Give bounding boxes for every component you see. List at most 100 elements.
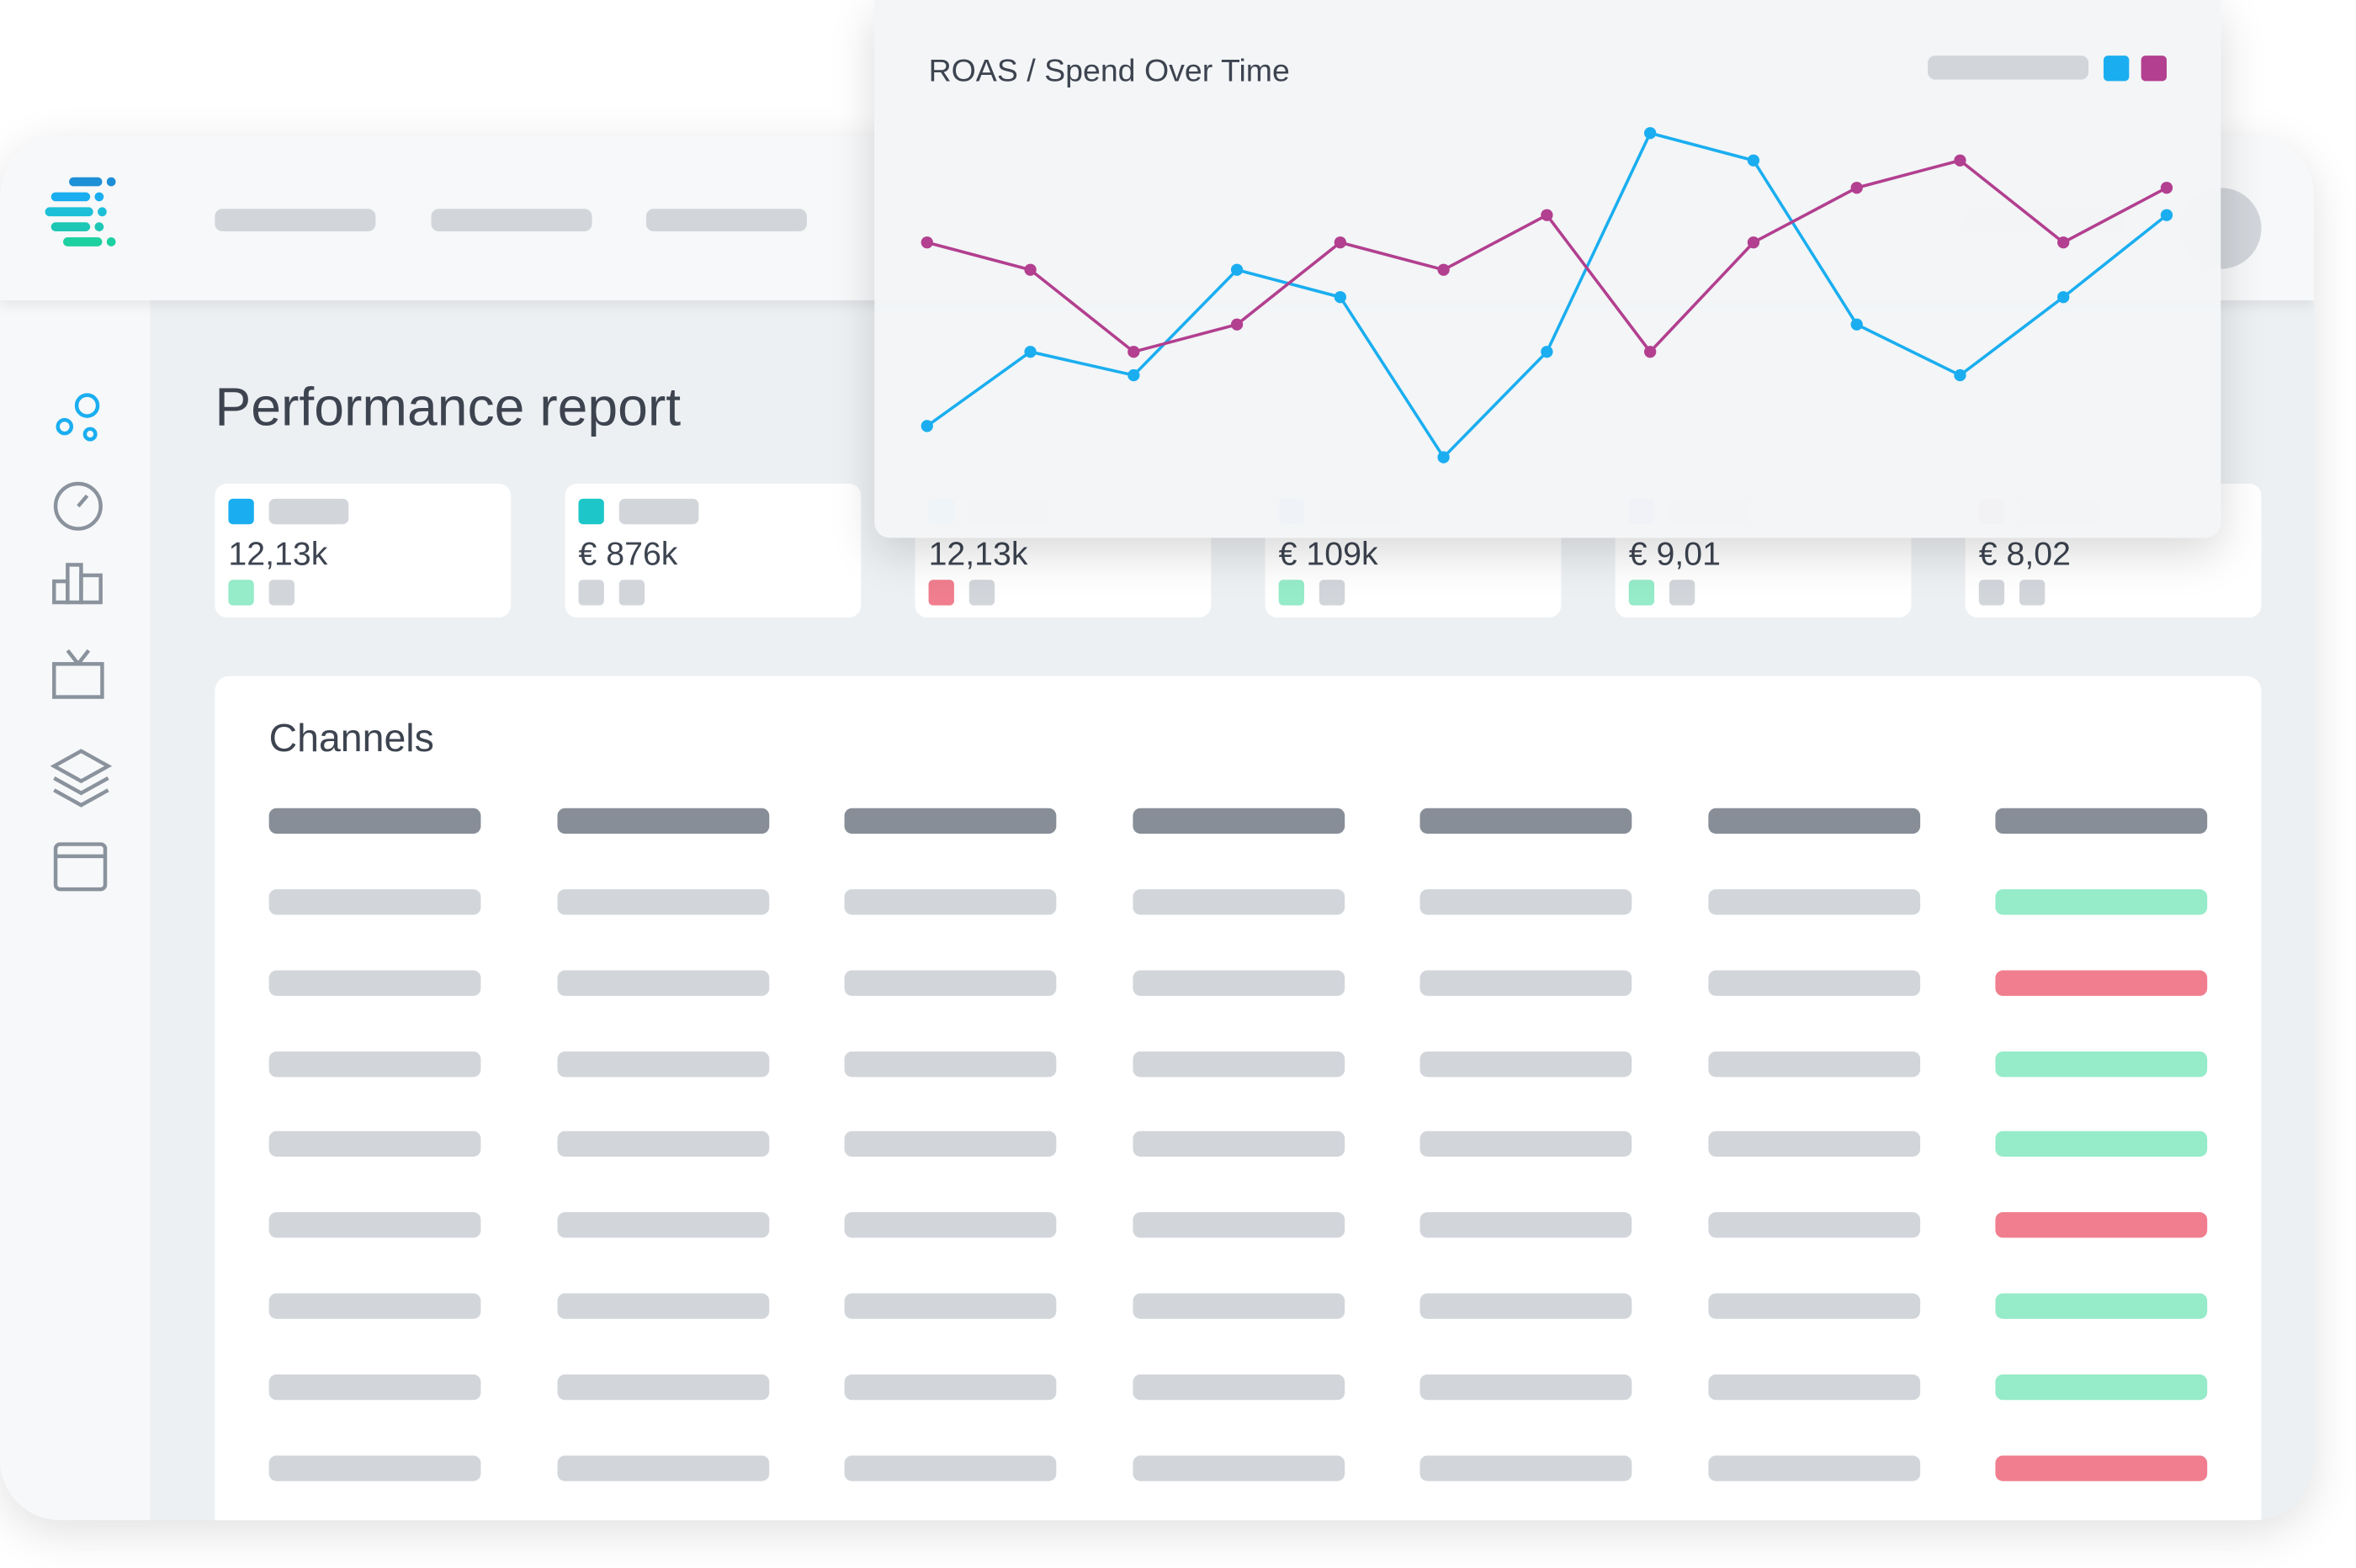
icon-layers[interactable] (50, 749, 113, 808)
table-cell (557, 1131, 770, 1157)
table-cell (844, 1374, 1057, 1400)
table-cell (557, 889, 770, 915)
kpi-trend (578, 580, 604, 606)
nav-item[interactable] (215, 209, 376, 231)
data-point (1024, 263, 1037, 276)
table-cell (1133, 1051, 1345, 1077)
table-cell (268, 1131, 481, 1157)
table-cell (1133, 889, 1345, 915)
data-point (1128, 346, 1140, 358)
chart-title: ROAS / Spend Over Time (928, 54, 1290, 89)
data-point (1437, 263, 1450, 276)
data-point (1541, 346, 1553, 358)
table-cell (1708, 1454, 1921, 1481)
data-point (2160, 209, 2173, 221)
table-cell (1133, 1293, 1345, 1319)
kpi-trend (928, 580, 954, 606)
table-header (1708, 808, 1921, 834)
table-cell (844, 1131, 1057, 1157)
kpi-trend-placeholder (1669, 580, 1695, 606)
channels-title: Channels (268, 714, 434, 760)
kpi-value: 12,13k (228, 534, 328, 573)
kpi-trend-placeholder (1319, 580, 1345, 606)
table-cell (557, 1051, 770, 1077)
table-cell (1995, 970, 2208, 996)
table-cell (1708, 1374, 1921, 1400)
table-cell (1995, 1293, 2208, 1319)
table-cell (1419, 970, 1632, 996)
data-point (2057, 291, 2070, 304)
data-point (1024, 346, 1037, 358)
table-cell (557, 1374, 770, 1400)
kpi-trend-placeholder (2019, 580, 2046, 606)
table-cell (557, 1454, 770, 1481)
icon-window[interactable] (53, 842, 108, 892)
kpi-trend (1628, 580, 1655, 606)
data-point (1954, 154, 1966, 167)
table-cell (1133, 1374, 1345, 1400)
table-cell (844, 1051, 1057, 1077)
data-point (2057, 236, 2070, 249)
table-cell (1419, 1293, 1632, 1319)
table-cell (844, 889, 1057, 915)
table-cell (1995, 1374, 2208, 1400)
table-cell (268, 1374, 481, 1400)
table-cell (1419, 1374, 1632, 1400)
data-point (1334, 291, 1346, 304)
nav-item[interactable] (645, 209, 807, 231)
data-point (921, 420, 933, 432)
icon-tv[interactable] (52, 649, 104, 699)
table-cell (1708, 1212, 1921, 1238)
table-cell (844, 1293, 1057, 1319)
data-point (1850, 182, 1863, 194)
icon-gauge[interactable] (53, 481, 103, 531)
data-point (1230, 318, 1244, 331)
table-cell (268, 1293, 481, 1319)
kpi-value: € 9,01 (1628, 534, 1721, 573)
series-line (926, 131, 2168, 460)
channels-card: Channels (215, 675, 2262, 1521)
kpi-trend (1978, 580, 2005, 606)
table-header (1419, 808, 1632, 834)
data-point (2160, 182, 2173, 194)
icon-bubbles[interactable] (56, 393, 100, 442)
kpi-trend-placeholder (268, 580, 294, 606)
data-point (1541, 209, 1553, 221)
table-cell (1708, 1131, 1921, 1157)
page-title: Performance report (215, 375, 682, 437)
table-cell (844, 1454, 1057, 1481)
kpi-value: € 109k (1278, 534, 1378, 573)
table-cell (1708, 1293, 1921, 1319)
table-cell (1995, 1051, 2208, 1077)
table-header (268, 808, 481, 834)
legend-swatch (2141, 56, 2167, 82)
data-point (1954, 368, 1966, 382)
line-chart (921, 127, 2173, 464)
legend-swatch (2103, 56, 2130, 82)
table-header (1995, 808, 2208, 834)
table-cell (1419, 1131, 1632, 1157)
kpi-value: € 8,02 (1978, 534, 2072, 573)
table-cell (268, 1212, 481, 1238)
data-point (1850, 318, 1863, 331)
table-cell (844, 1212, 1057, 1238)
kpi-card: € 876k (565, 483, 862, 617)
nav-item[interactable] (431, 209, 592, 231)
kpi-trend-placeholder (968, 580, 995, 606)
table-cell (1133, 1131, 1345, 1157)
kpi-label-placeholder (618, 498, 699, 525)
table-cell (1419, 1212, 1632, 1238)
table-cell (1708, 1051, 1921, 1077)
data-point (1334, 236, 1346, 249)
icon-bars[interactable] (52, 563, 103, 605)
table-cell (844, 970, 1057, 996)
data-point (1747, 236, 1760, 249)
table-cell (1133, 1454, 1345, 1481)
table-cell (1995, 889, 2208, 915)
table-cell (268, 1454, 481, 1481)
series-line (926, 158, 2168, 354)
kpi-value: 12,13k (928, 534, 1028, 573)
sidebar (0, 300, 151, 1521)
kpi-trend-placeholder (618, 580, 645, 606)
table-cell (1133, 970, 1345, 996)
